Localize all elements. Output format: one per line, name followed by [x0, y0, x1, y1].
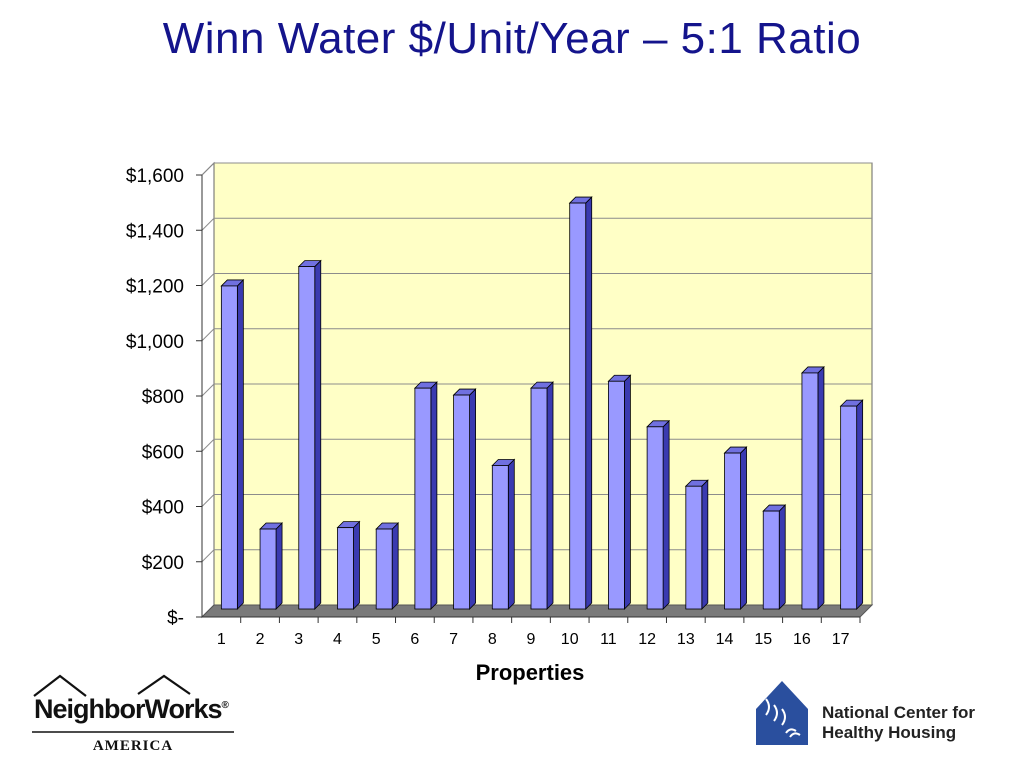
bar-side: [585, 196, 593, 610]
nchh-house-icon: [756, 681, 808, 745]
bar: [452, 388, 477, 610]
neighborworks-name: NeighborWorks®: [34, 694, 229, 724]
bar: [491, 458, 516, 610]
x-tick-label: 15: [754, 631, 772, 648]
y-tick-label: $1,200: [126, 277, 184, 298]
bar: [297, 259, 322, 610]
bar-side: [817, 365, 825, 610]
bar-front: [298, 266, 316, 610]
y-tick-label: $600: [142, 442, 184, 463]
nchh-logo: National Center for Healthy Housing: [752, 675, 1007, 750]
bar-front: [337, 527, 354, 610]
x-tick-label: 12: [638, 631, 656, 648]
bar-side: [740, 446, 747, 610]
x-tick-label: 16: [793, 631, 811, 648]
gridline-side: [201, 162, 215, 176]
bar-front: [608, 380, 625, 610]
bar-side: [236, 278, 244, 610]
y-tick-label: $-: [167, 608, 184, 629]
bar-side: [546, 381, 554, 610]
neighborworks-roof-icon: [32, 674, 234, 733]
x-axis-label: Properties: [476, 660, 585, 685]
x-tick-label: 8: [488, 631, 497, 648]
gridline-side: [201, 383, 215, 397]
bar-front: [530, 387, 548, 610]
y-tick-label: $1,000: [126, 332, 184, 353]
bar-side: [391, 522, 399, 610]
bar-front: [375, 528, 393, 610]
x-tick-label: 2: [256, 631, 265, 648]
bar-front: [453, 394, 470, 610]
gridline-side: [201, 328, 215, 342]
bar: [684, 479, 709, 610]
bar: [646, 419, 671, 610]
bar-front: [762, 510, 780, 610]
x-tick-label: 11: [600, 631, 617, 648]
bar: [530, 381, 554, 610]
bar-front: [801, 372, 819, 610]
bar-side: [353, 520, 360, 610]
y-tick-label: $800: [142, 387, 184, 408]
x-tick-label: 17: [832, 631, 850, 648]
x-tick-label: 6: [410, 631, 419, 648]
gridline-side: [201, 273, 215, 286]
bar: [800, 365, 825, 610]
neighborworks-logo: NeighborWorks® AMERICA: [30, 672, 236, 762]
bar-front: [491, 465, 509, 610]
nchh-name: National Center for Healthy Housing: [822, 703, 976, 742]
bar: [220, 278, 245, 610]
bar: [375, 522, 400, 610]
gridline-side: [201, 494, 215, 507]
bar: [762, 504, 787, 610]
y-tick-label: $200: [142, 553, 184, 574]
x-tick-label: 4: [333, 631, 342, 648]
bar-side: [624, 374, 631, 610]
bar-side: [430, 381, 438, 610]
bar-front: [685, 485, 703, 610]
bar-side: [507, 458, 515, 610]
bar-front: [724, 452, 741, 610]
x-tick-label: 1: [217, 631, 226, 648]
bar-side: [275, 522, 283, 610]
y-tick-label: $1,600: [126, 166, 184, 187]
bar-front: [220, 285, 238, 610]
x-tick-label: 13: [677, 631, 695, 648]
bar-front: [840, 405, 858, 610]
gridline-side: [201, 438, 215, 452]
gridline-side: [201, 549, 215, 563]
x-tick-label: 14: [716, 631, 734, 648]
bar: [568, 196, 593, 610]
bar-front: [569, 202, 587, 610]
bar: [723, 446, 748, 610]
bar: [259, 522, 284, 610]
bar-front: [414, 387, 432, 610]
gridline-side: [201, 217, 215, 231]
slide-title: Winn Water $/Unit/Year – 5:1 Ratio: [162, 14, 862, 63]
x-tick-label: 10: [561, 631, 579, 648]
x-tick-label: 7: [449, 631, 458, 648]
bar-side: [856, 399, 864, 610]
x-tick-label: 9: [527, 631, 536, 648]
bar-side: [314, 259, 322, 610]
bar: [413, 381, 438, 610]
bar-side: [469, 388, 476, 610]
x-tick-label: 3: [294, 631, 303, 648]
x-tick-label: 5: [372, 631, 381, 648]
neighborworks-sub: AMERICA: [92, 738, 174, 754]
bar: [839, 399, 864, 610]
y-tick-label: $1,400: [126, 221, 184, 242]
bar-side: [778, 504, 786, 610]
bar-front: [646, 426, 664, 610]
bar-side: [701, 479, 709, 610]
bar: [607, 374, 632, 610]
bar-side: [662, 419, 670, 610]
y-tick-label: $400: [142, 498, 184, 519]
bar-front: [259, 528, 277, 610]
bar: [336, 520, 361, 610]
